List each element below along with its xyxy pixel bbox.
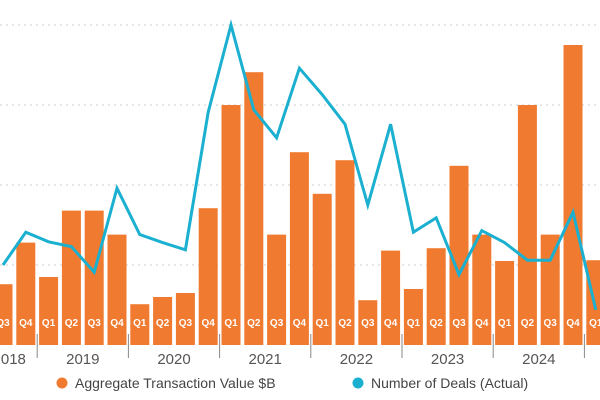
bar[interactable]: [472, 234, 492, 345]
quarter-tick-label: Q4: [110, 318, 124, 329]
bar[interactable]: [267, 234, 287, 345]
quarter-tick-label: Q1: [42, 318, 56, 329]
bar[interactable]: [175, 293, 195, 345]
year-tick-label: 2018: [0, 351, 26, 368]
bar[interactable]: [107, 234, 127, 345]
quarter-tick-label: Q3: [452, 318, 466, 329]
year-tick-label: 2023: [431, 351, 464, 368]
quarter-tick-label: Q3: [544, 318, 558, 329]
quarter-tick-label: Q1: [407, 318, 421, 329]
quarter-tick-label: Q3: [270, 318, 284, 329]
quarter-tick-label: Q2: [430, 318, 444, 329]
quarter-tick-label: Q2: [338, 318, 352, 329]
year-tick-label: 2020: [157, 351, 190, 368]
bar[interactable]: [289, 152, 309, 345]
quarter-tick-label: Q4: [19, 318, 33, 329]
quarter-tick-label: Q3: [0, 318, 10, 329]
quarter-tick-label: Q2: [65, 318, 79, 329]
legend-item-number-of-deals[interactable]: Number of Deals (Actual): [352, 375, 529, 391]
quarter-tick-label: Q4: [293, 318, 307, 329]
bar-series: [0, 45, 600, 345]
bar[interactable]: [563, 45, 583, 345]
year-tick-label: 2021: [249, 351, 282, 368]
legend-item-transaction-value[interactable]: Aggregate Transaction Value $B: [56, 375, 276, 391]
quarter-tick-label: Q1: [224, 318, 238, 329]
bar[interactable]: [198, 208, 218, 345]
bar[interactable]: [221, 105, 241, 345]
bar[interactable]: [403, 289, 423, 345]
quarter-tick-label: Q1: [498, 318, 512, 329]
bar[interactable]: [335, 160, 355, 345]
legend: Aggregate Transaction Value $B Number of…: [56, 375, 529, 391]
bar[interactable]: [426, 248, 446, 345]
legend-marker-teal: [352, 377, 364, 389]
quarter-tick-label: Q4: [566, 318, 580, 329]
bar[interactable]: [39, 277, 59, 345]
quarter-tick-label: Q1: [589, 318, 600, 329]
legend-label: Number of Deals (Actual): [371, 375, 528, 391]
bar[interactable]: [153, 297, 173, 345]
quarter-tick-label: Q1: [316, 318, 330, 329]
quarter-tick-label: Q3: [179, 318, 193, 329]
quarter-tick-label: Q4: [202, 318, 216, 329]
line-series: [1, 19, 598, 311]
bar[interactable]: [312, 193, 332, 345]
quarter-labels: Q3 Q4 Q1 Q2 Q3 Q4 Q1 Q2 Q3 Q4 Q1 Q2 Q3 Q4 Q1 Q2 Q3 Q4 Q1 Q2…: [0, 318, 600, 329]
legend-label: Aggregate Transaction Value $B: [75, 375, 276, 391]
quarter-tick-label: Q2: [156, 318, 170, 329]
bar[interactable]: [540, 234, 560, 345]
deals-line: [1, 19, 598, 311]
quarter-tick-label: Q1: [133, 318, 147, 329]
bar[interactable]: [0, 284, 13, 345]
bar[interactable]: [84, 210, 104, 345]
bar[interactable]: [517, 105, 537, 345]
year-tick-label: 2024: [522, 351, 555, 368]
year-tick-label: 2022: [340, 351, 373, 368]
bar[interactable]: [244, 72, 264, 345]
year-axis: 2018 2019 2020 2021 2022 2023 2024: [0, 334, 585, 368]
bar[interactable]: [495, 261, 515, 345]
bar[interactable]: [130, 304, 150, 345]
quarter-tick-label: Q2: [521, 318, 535, 329]
quarter-tick-label: Q4: [384, 318, 398, 329]
bar[interactable]: [358, 300, 378, 345]
quarter-tick-label: Q4: [475, 318, 489, 329]
quarter-tick-label: Q3: [88, 318, 102, 329]
bar[interactable]: [381, 250, 401, 345]
quarter-tick-label: Q3: [361, 318, 375, 329]
legend-marker-orange: [56, 377, 68, 389]
bar[interactable]: [16, 242, 36, 345]
quarter-tick-label: Q2: [247, 318, 261, 329]
year-tick-label: 2019: [66, 351, 99, 368]
bar[interactable]: [449, 165, 469, 345]
